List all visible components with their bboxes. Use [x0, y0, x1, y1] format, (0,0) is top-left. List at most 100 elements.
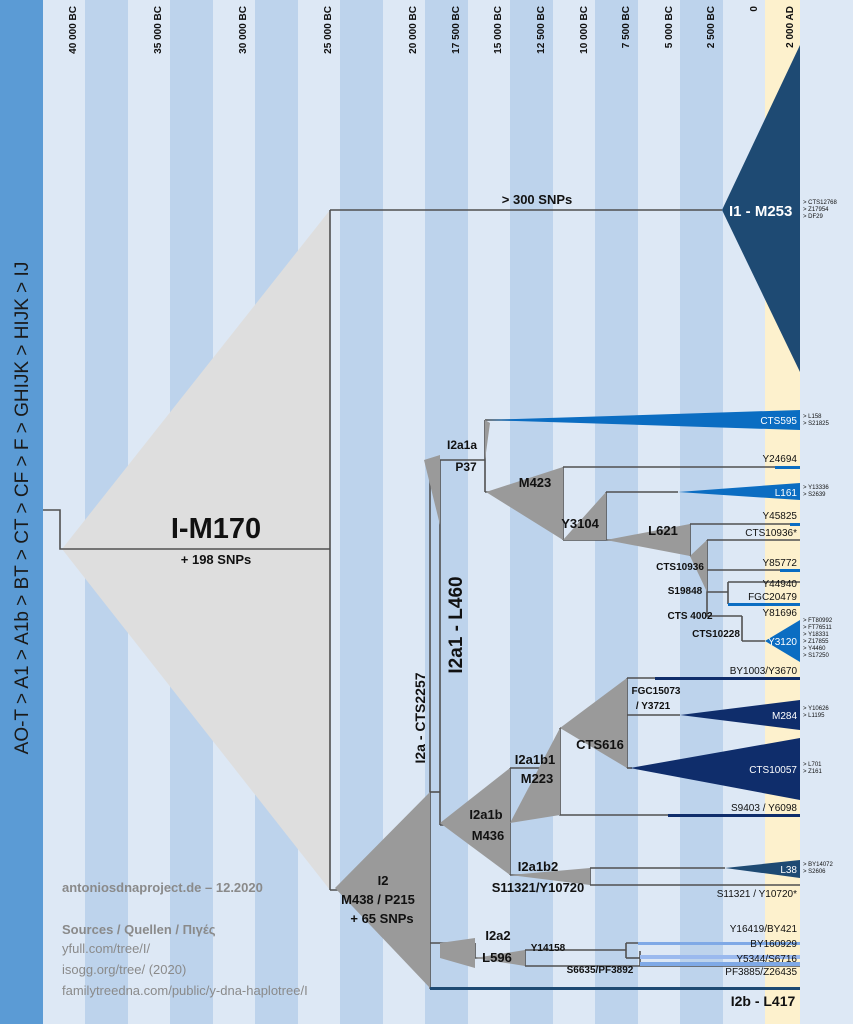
leaf-s9403: S9403 / Y6098 — [731, 803, 797, 814]
fgc15073-line2: / Y3721 — [636, 701, 671, 712]
i2a1-label: I2a1 - L460 — [446, 576, 467, 673]
leaf-l38: L38 — [780, 865, 797, 876]
split-triangles — [335, 420, 707, 988]
leaf-s11321s: S11321 / Y10720* — [717, 889, 797, 900]
timeline-label: 10 000 BC — [579, 6, 590, 54]
y24694-bar — [775, 466, 800, 469]
i1-label: I1 - M253 — [729, 203, 792, 220]
y45825-bar — [790, 523, 800, 526]
cts10057-subclades: > L701 > Z161 — [803, 762, 823, 775]
i2a1b-line1: I2a1b — [469, 807, 502, 822]
m284-subclades: > Y10626 > L1195 — [803, 706, 829, 719]
timeline-label: 15 000 BC — [493, 6, 504, 54]
leaf-cts10057: CTS10057 — [749, 765, 797, 776]
i2a2-triangle — [440, 938, 475, 968]
leaf-labels: CTS595 Y24694 L161 Y45825 CTS10936* Y857… — [717, 416, 798, 978]
leaf-by160929: BY160929 — [750, 939, 797, 950]
credit-author: antoniosdnaproject.de – 12.2020 — [62, 880, 263, 895]
l621-label: L621 — [648, 523, 678, 538]
l161-subclades: > Y13336 > S2639 — [803, 485, 829, 498]
leaf-y16419: Y16419/BY421 — [730, 924, 798, 935]
cts10228-label: CTS10228 — [692, 629, 740, 640]
timeline-label: 35 000 BC — [153, 6, 164, 54]
timeline-band — [638, 0, 680, 1024]
timeline-label: 5 000 BC — [664, 6, 675, 48]
timeline-label: 30 000 BC — [238, 6, 249, 54]
cts10936-label: CTS10936 — [656, 562, 704, 573]
i2-line1: I2 — [378, 873, 389, 888]
cts10057-triangle — [630, 738, 800, 800]
timeline-band — [800, 0, 853, 1024]
timeline-label: 17 500 BC — [451, 6, 462, 54]
i2a1b2-line2: S11321/Y10720 — [492, 880, 585, 895]
cts4002-label: CTS 4002 — [667, 611, 712, 622]
pf3885-bar — [640, 962, 800, 966]
i2a1b2-line1: I2a1b2 — [518, 859, 558, 874]
i2-line3: + 65 SNPs — [350, 911, 413, 926]
i2a1b2-triangle — [510, 868, 590, 885]
subclade-notes: > L158 > S21825 > Y13336 > S2639 > FT80992… — [803, 414, 834, 875]
by1003-bar — [655, 677, 800, 680]
m423-label: M423 — [519, 475, 552, 490]
i2a1b-line2: M436 — [472, 828, 505, 843]
m284-triangle — [680, 700, 800, 730]
y14158-label: Y14158 — [531, 943, 566, 954]
timeline-label: 40 000 BC — [68, 6, 79, 54]
s19848-label: S19848 — [668, 586, 703, 597]
i2a1a-line2: P37 — [455, 460, 477, 474]
leaf-pf3885: PF3885/Z26435 — [725, 967, 797, 978]
l161-triangle — [678, 483, 800, 500]
timeline-label: 12 500 BC — [536, 6, 547, 54]
timeline-label: 2 000 AD — [785, 6, 796, 48]
i2a-triangle — [424, 455, 440, 525]
l621-triangle — [606, 524, 690, 556]
timeline-label: 0 — [749, 6, 760, 12]
cts595-triangle — [486, 410, 800, 430]
i2a1a-line1: I2a1a — [447, 438, 477, 452]
leaf-y85772: Y85772 — [763, 558, 798, 569]
root-label: I-M170 — [171, 513, 261, 545]
leaf-cts10936s: CTS10936* — [745, 528, 797, 539]
leaf-y3120: Y3120 — [768, 637, 797, 648]
i1-triangle — [722, 45, 800, 372]
l38-triangle — [725, 860, 800, 878]
i2a1b1-triangle — [510, 728, 560, 823]
l38-subclades: > BY14072 > S2606 — [803, 862, 834, 875]
i2-line2: M438 / P215 — [341, 892, 415, 907]
i2a1b-triangle — [440, 768, 510, 875]
cts616-label: CTS616 — [576, 737, 624, 752]
cts10936-triangle — [690, 540, 707, 592]
i2a2-line1: I2a2 — [485, 928, 510, 943]
timeline-labels: 40 000 BC 35 000 BC 30 000 BC 25 000 BC 20 0… — [68, 6, 796, 54]
leaf-by1003: BY1003/Y3670 — [730, 666, 798, 677]
s6635-label: S6635/PF3892 — [567, 965, 634, 976]
timeline-band — [468, 0, 510, 1024]
y3120-triangle — [765, 620, 800, 662]
leaf-bars — [430, 466, 800, 990]
lineage-text: AO-T > A1 > A1b > BT > CT > CF > F > GHI… — [12, 262, 33, 755]
timeline-label: 25 000 BC — [323, 6, 334, 54]
i2b-label: I2b - L417 — [731, 993, 796, 1009]
fgc20479-bar — [728, 603, 800, 606]
y14158-triangle — [475, 950, 525, 966]
fgc15073-line1: FGC15073 — [632, 686, 681, 697]
y85772-bar — [780, 569, 800, 572]
timeline-band — [680, 0, 723, 1024]
credit-source2: isogg.org/tree/ (2020) — [62, 962, 186, 977]
i1-subclades: > CTS12768 > Z17954 > DF29 — [803, 200, 838, 220]
leaf-l161: L161 — [775, 488, 798, 499]
cts616-triangle — [560, 678, 627, 768]
credit-source1: yfull.com/tree/I/ — [62, 941, 151, 956]
y3104-label: Y3104 — [561, 516, 599, 531]
cts595-subclades: > L158 > S21825 — [803, 414, 830, 427]
leaf-y45825: Y45825 — [763, 511, 798, 522]
i-m170-triangle — [62, 210, 330, 890]
leaf-y24694: Y24694 — [763, 454, 798, 465]
lineage-sidebar — [0, 0, 43, 1024]
i2a1b1-line1: I2a1b1 — [515, 752, 555, 767]
timeline-label: 2 500 BC — [706, 6, 717, 48]
leaf-y44940: Y44940 — [763, 579, 798, 590]
credit-sources-title: Sources / Quellen / Πιγές — [62, 922, 216, 937]
